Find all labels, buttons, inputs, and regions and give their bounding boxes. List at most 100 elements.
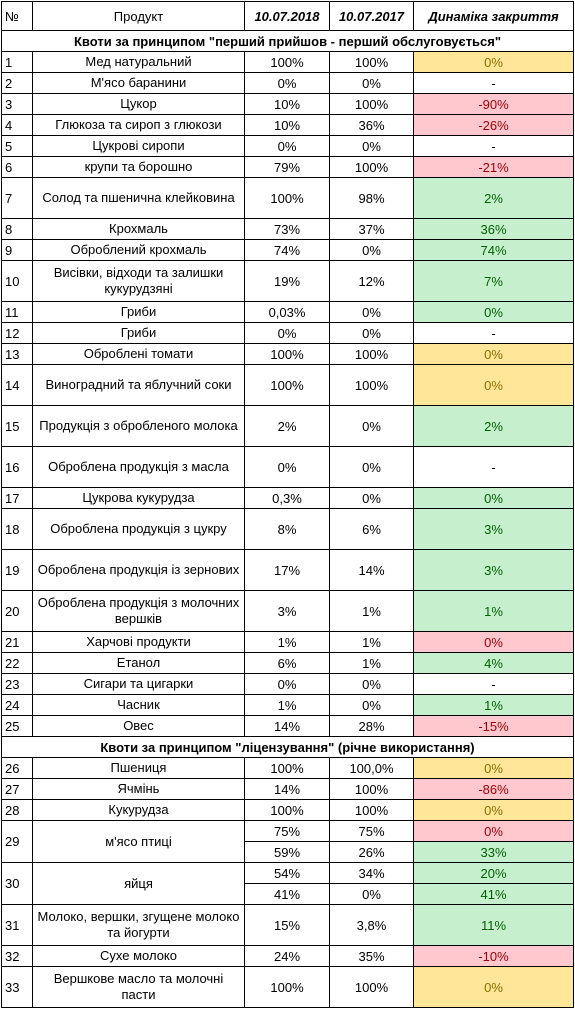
- value-2018: 100%: [244, 177, 330, 219]
- row-number: 20: [1, 590, 33, 632]
- product-name: Цукор: [32, 93, 245, 115]
- product-name: Солод та пшенична клейковина: [32, 177, 245, 219]
- value-2017: 1%: [329, 652, 414, 674]
- value-2017: 100%: [329, 966, 414, 1008]
- table-row: 5 Цукрові сиропи 0% 0% -: [1, 135, 574, 157]
- value-2017: 12%: [329, 260, 414, 302]
- product-name: Сухе молоко: [32, 945, 245, 967]
- dynamics-cell: -: [413, 446, 574, 488]
- product-name: Цукрова кукурудза: [32, 487, 245, 509]
- product-name: Молоко, вершки, згущене молоко та йогурт…: [32, 904, 245, 946]
- row-number: 19: [1, 549, 33, 591]
- table-row: 6 крупи та борошно 79% 100% -21%: [1, 156, 574, 178]
- section-title-fcfs: Квоти за принципом "перший прийшов - пер…: [1, 30, 574, 52]
- table-row: 29 м'ясо птиці 75% 75% 0%: [1, 820, 574, 863]
- dynamics-cell: -: [413, 322, 574, 344]
- table-row: 59% 26% 33%: [2, 841, 574, 863]
- dynamics-cell: -26%: [413, 114, 574, 136]
- product-name: Вершкове масло та молочні пасти: [32, 966, 245, 1008]
- row-number: 27: [1, 778, 33, 800]
- row-number: 30: [1, 862, 33, 905]
- value-2017: 34%: [329, 862, 414, 884]
- product-name: Гриби: [32, 301, 245, 323]
- value-2018: 0%: [244, 322, 330, 344]
- table-row: 26 Пшениця 100% 100,0% 0%: [1, 757, 574, 779]
- product-name: м'ясо птиці: [32, 820, 245, 863]
- value-2018: 100%: [244, 799, 330, 821]
- table-row: 10 Висівки, відходи та залишки кукурудзян…: [1, 260, 574, 302]
- row-number: 6: [1, 156, 33, 178]
- product-name: крупи та борошно: [32, 156, 245, 178]
- product-name: Ячмінь: [32, 778, 245, 800]
- dynamics-cell: 0%: [413, 51, 574, 73]
- value-2018: 73%: [244, 218, 330, 240]
- value-2018: 10%: [244, 114, 330, 136]
- row-number: 32: [1, 945, 33, 967]
- col-header-2017: 10.07.2017: [329, 1, 414, 31]
- value-2017: 0%: [329, 135, 414, 157]
- value-2017: 100%: [329, 51, 414, 73]
- section-row-licensing: Квоти за принципом "ліцензування" (річне…: [1, 736, 574, 758]
- product-name: Часник: [32, 694, 245, 716]
- col-header-number: №: [1, 1, 33, 31]
- table-row: 7 Солод та пшенична клейковина 100% 98% 2%: [1, 177, 574, 219]
- table-row: 21 Харчові продукти 1% 1% 0%: [1, 631, 574, 653]
- dynamics-cell: -21%: [413, 156, 574, 178]
- value-2018: 19%: [244, 260, 330, 302]
- row-number: 12: [1, 322, 33, 344]
- table-row: 23 Сигари та цигарки 0% 0% -: [1, 673, 574, 695]
- value-2017: 100%: [329, 364, 414, 406]
- dynamics-cell: -90%: [413, 93, 574, 115]
- dynamics-cell: 0%: [413, 820, 574, 842]
- value-2017: 100%: [329, 156, 414, 178]
- product-name: Оброблена продукція з молочних вершків: [32, 590, 245, 632]
- dynamics-cell: 1%: [413, 590, 574, 632]
- value-2018: 100%: [244, 966, 330, 1008]
- col-header-dynamics: Динаміка закриття: [413, 1, 574, 31]
- row-number: 13: [1, 343, 33, 365]
- row-number: 28: [1, 799, 33, 821]
- dynamics-cell: 0%: [413, 301, 574, 323]
- value-2017: 0%: [329, 239, 414, 261]
- row-number: 7: [1, 177, 33, 219]
- dynamics-cell: -10%: [413, 945, 574, 967]
- table-row: 9 Оброблений крохмаль 74% 0% 74%: [1, 239, 574, 261]
- row-number: 1: [1, 51, 33, 73]
- row-number: 26: [1, 757, 33, 779]
- dynamics-cell: 20%: [413, 862, 574, 884]
- dynamics-cell: 0%: [413, 966, 574, 1008]
- product-name: Кукурудза: [32, 799, 245, 821]
- product-name: Цукрові сиропи: [32, 135, 245, 157]
- value-2017: 36%: [329, 114, 414, 136]
- product-name: Оброблена продукція з масла: [32, 446, 245, 488]
- row-number: 21: [1, 631, 33, 653]
- value-2017: 0%: [329, 405, 414, 447]
- table-row: 17 Цукрова кукурудза 0,3% 0% 0%: [1, 487, 574, 509]
- value-2017: 28%: [329, 715, 414, 737]
- value-2017: 0%: [329, 446, 414, 488]
- table-row: 14 Виноградний та яблучний соки 100% 100% 0%: [1, 364, 574, 406]
- row-number: 3: [1, 93, 33, 115]
- value-2018: 3%: [244, 590, 330, 632]
- product-name: Продукція з обробленого молока: [32, 405, 245, 447]
- row-number: 22: [1, 652, 33, 674]
- row-number: 15: [1, 405, 33, 447]
- value-2017: 37%: [329, 218, 414, 240]
- value-2017: 75%: [329, 820, 414, 842]
- row-number: 14: [1, 364, 33, 406]
- table-row: 11 Гриби 0,03% 0% 0%: [1, 301, 574, 323]
- dynamics-cell: 7%: [413, 260, 574, 302]
- dynamics-cell: 0%: [413, 799, 574, 821]
- row-number: 24: [1, 694, 33, 716]
- row-number: 33: [1, 966, 33, 1008]
- value-2018: 1%: [244, 631, 330, 653]
- product-name: Етанол: [32, 652, 245, 674]
- value-2017: 100%: [329, 799, 414, 821]
- value-2017: 100%: [329, 343, 414, 365]
- row-number: 16: [1, 446, 33, 488]
- dynamics-cell: -86%: [413, 778, 574, 800]
- row-number: 18: [1, 508, 33, 550]
- table-row: 16 Оброблена продукція з масла 0% 0% -: [1, 446, 574, 488]
- value-2017: 35%: [329, 945, 414, 967]
